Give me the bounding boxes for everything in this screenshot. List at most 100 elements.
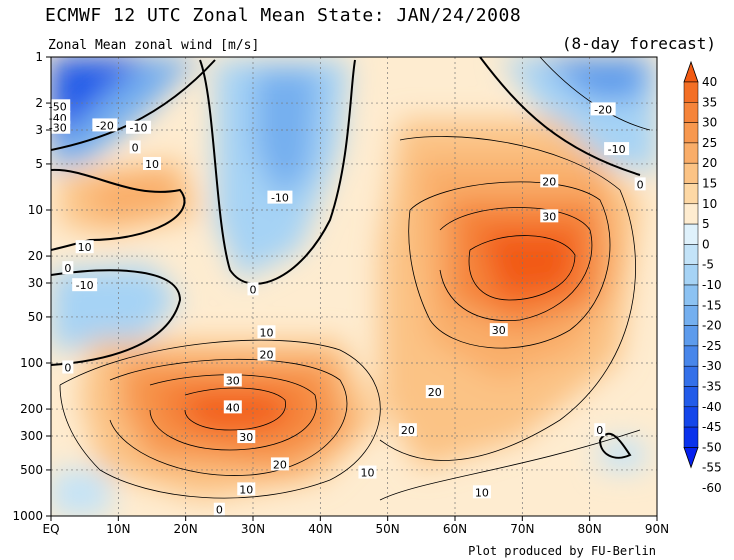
colorbar-band [683, 162, 699, 184]
y-tick-label: 3 [35, 123, 43, 137]
contour-label: 20 [428, 386, 442, 399]
x-tick-label: 20N [174, 522, 198, 536]
colorbar-label: 35 [702, 95, 717, 109]
contour-label-bg [62, 261, 74, 275]
contour-label: 0 [250, 283, 257, 296]
chart-title: ECMWF 12 UTC Zonal Mean State: JAN/24/20… [45, 5, 522, 26]
colorbar: 40 35 30 25 20 15 10 5 0 -5 -10 -15 -20 -25 -30 -35 -40 -… [683, 60, 722, 495]
colorbar-label: 40 [702, 75, 717, 89]
colorbar-label: -5 [702, 258, 714, 272]
colorbar-band [683, 426, 699, 448]
colorbar-label: 25 [702, 136, 717, 150]
colorbar-label: 0 [702, 237, 710, 251]
x-tick-label: 30N [241, 522, 265, 536]
credit-label: Plot produced by FU-Berlin [468, 544, 656, 558]
colorbar-band [683, 223, 699, 245]
plot-frame [50, 56, 658, 517]
contour-label-bg [425, 385, 444, 399]
contour-label-bg [247, 282, 259, 296]
contour-label: 20 [273, 458, 287, 471]
y-tick-label: 2 [35, 96, 43, 110]
y-tick-label: 200 [20, 402, 43, 416]
contour-label-bg [398, 423, 417, 437]
y-tick-label: 500 [20, 463, 43, 477]
colorbar-band [683, 244, 699, 265]
x-tick-label: EQ [42, 522, 59, 536]
colorbar-bottom-arrow [683, 446, 699, 469]
contour-label: -10 [608, 143, 626, 156]
contour-label-bg [270, 457, 289, 471]
x-tick-label: 40N [308, 522, 332, 536]
contour-label: 30 [226, 374, 240, 387]
colorbar-label: 15 [702, 177, 717, 191]
contour-label-bg [634, 177, 646, 191]
colorbar-label: -20 [702, 319, 722, 333]
contour-label: 40 [226, 401, 240, 414]
contour-label-bg [143, 156, 161, 170]
y-tick-label: 300 [20, 429, 43, 443]
contour-label: 20 [401, 424, 415, 437]
colorbar-label: 10 [702, 197, 717, 211]
contour-label-bg [75, 240, 94, 254]
contour-label: 0 [64, 361, 71, 374]
contour-label: 0 [64, 262, 71, 275]
field-fill [51, 57, 657, 516]
contour-label: 10 [78, 241, 92, 254]
contour-label-bg [223, 400, 242, 414]
colorbar-band [683, 102, 699, 123]
contour-label: -50 [49, 100, 67, 113]
colorbar-band [683, 81, 699, 103]
colorbar-band [683, 345, 699, 367]
y-tick-label: 50 [28, 310, 43, 324]
contour-label: -10 [271, 192, 289, 205]
colorbar-label: -60 [702, 481, 722, 495]
colorbar-label: 5 [702, 217, 710, 231]
colorbar-label: -45 [702, 420, 722, 434]
grid [51, 57, 657, 516]
x-tick-label: 60N [443, 522, 467, 536]
contour-label-bg [267, 190, 293, 204]
y-tick-label: 100 [20, 356, 43, 370]
contour-label-bg [604, 142, 630, 156]
contour-label-bg [62, 360, 74, 374]
contour-label: -10 [76, 279, 94, 292]
contour-lines [51, 57, 651, 501]
contour-label-bg [237, 482, 256, 496]
x-tick-label: 10N [106, 522, 130, 536]
contour-label-bg [257, 347, 276, 361]
contour-label: -20 [594, 103, 612, 116]
x-tick-label: 70N [510, 522, 534, 536]
contour-label-bg [129, 140, 141, 154]
contour-label: 20 [259, 349, 273, 362]
colorbar-band [683, 365, 699, 387]
contour-label: -20 [96, 119, 114, 132]
contour-label: 10 [475, 486, 489, 499]
contour-label-bg [92, 118, 118, 132]
contour-label: 20 [542, 175, 556, 188]
contour-label-bg [237, 430, 256, 444]
colorbar-label: -25 [702, 339, 722, 353]
colorbar-label: -50 [702, 440, 722, 454]
contour-label: 30 [492, 324, 506, 337]
y-tick-label: 10 [28, 203, 43, 217]
contour-label-bg [590, 102, 616, 116]
contour-label-bg [489, 323, 508, 337]
colorbar-band [683, 264, 699, 286]
contour-label-bg [472, 485, 491, 499]
colorbar-band [683, 386, 699, 408]
colorbar-label: -30 [702, 359, 722, 373]
x-tick-label: 90N [645, 522, 669, 536]
colorbar-label: -40 [702, 400, 722, 414]
colorbar-label: 20 [702, 156, 717, 170]
colorbar-band [683, 305, 699, 326]
y-tick-label: 20 [28, 249, 43, 263]
contour-label-bg [213, 502, 225, 516]
contour-label: 0 [216, 504, 223, 517]
contour-label-bg [358, 465, 377, 479]
contour-label-bg [72, 278, 98, 292]
contour-label: -30 [49, 122, 67, 135]
colorbar-band [683, 142, 699, 164]
y-tick-label: 5 [35, 157, 43, 171]
x-axis: EQ 10N 20N 30N 40N 50N 60N 70N 80N 90N [42, 516, 669, 536]
